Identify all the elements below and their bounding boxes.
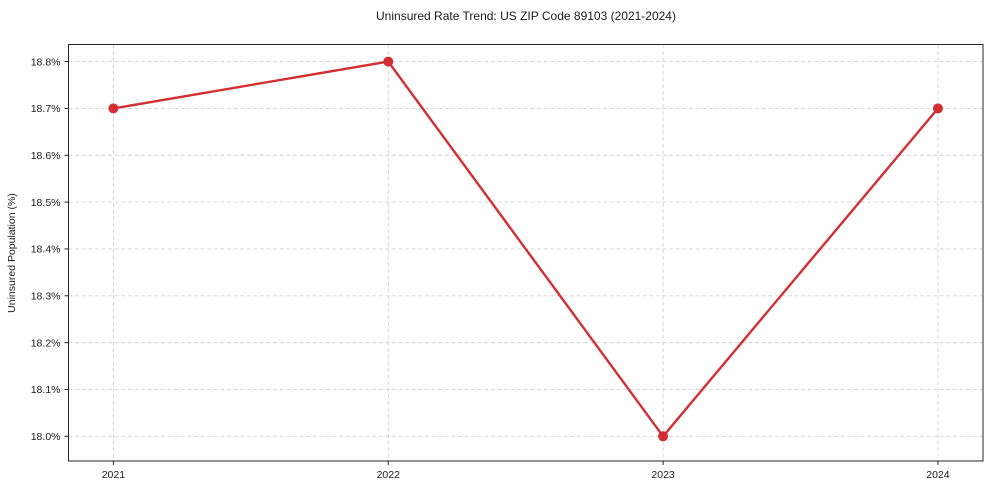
- y-tick-label: 18.8%: [31, 56, 61, 68]
- x-tick-label: 2021: [102, 469, 126, 481]
- data-point-marker: [932, 103, 943, 114]
- data-point-marker: [383, 56, 394, 67]
- y-tick-label: 18.4%: [31, 244, 61, 256]
- y-tick-label: 18.2%: [31, 337, 61, 349]
- y-axis-label: Uninsured Population (%): [6, 193, 18, 313]
- chart-title: Uninsured Rate Trend: US ZIP Code 89103 …: [376, 9, 676, 23]
- trend-line: [112, 60, 940, 438]
- data-point-marker: [658, 431, 669, 442]
- data-point-markers: [108, 56, 943, 442]
- y-tick-label: 18.7%: [31, 103, 61, 115]
- y-tick-label: 18.0%: [31, 431, 61, 443]
- x-axis-ticks: 2021 2022 2023 2024: [102, 461, 950, 481]
- y-tick-label: 18.5%: [31, 197, 61, 209]
- x-tick-label: 2024: [926, 469, 950, 481]
- data-point-marker: [108, 103, 119, 114]
- y-tick-label: 18.3%: [31, 290, 61, 302]
- y-tick-label: 18.1%: [31, 384, 61, 396]
- x-tick-label: 2022: [377, 469, 401, 481]
- gridlines: [68, 44, 983, 461]
- x-tick-label: 2023: [651, 469, 675, 481]
- y-tick-label: 18.6%: [31, 150, 61, 162]
- y-axis-ticks: 18.0% 18.1% 18.2% 18.3% 18.4% 18.5% 18.6% 18.7%…: [31, 56, 69, 443]
- plot-border: [68, 44, 984, 462]
